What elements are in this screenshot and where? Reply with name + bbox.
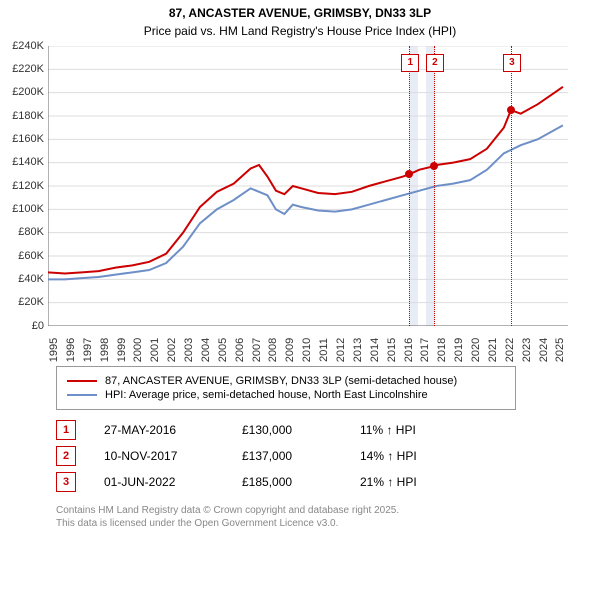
x-axis-tick: 2003 <box>183 337 195 361</box>
y-axis-tick: £120K <box>0 180 44 192</box>
sale-marker-line <box>409 46 410 326</box>
chart-area: 123£0£20K£40K£60K£80K£100K£120K£140K£160… <box>48 46 568 326</box>
chart-title-line2: Price paid vs. HM Land Registry's House … <box>0 24 600 38</box>
legend-row: HPI: Average price, semi-detached house,… <box>67 389 505 401</box>
sale-marker-dot <box>507 106 515 114</box>
x-axis-tick: 2020 <box>470 337 482 361</box>
x-axis-tick: 2018 <box>436 337 448 361</box>
x-axis-tick: 2021 <box>487 337 499 361</box>
x-axis-tick: 2014 <box>369 337 381 361</box>
y-axis-tick: £100K <box>0 203 44 215</box>
x-axis-tick: 2005 <box>217 337 229 361</box>
x-axis-tick: 2025 <box>554 337 566 361</box>
sale-marker-badge: 1 <box>401 54 419 72</box>
x-axis-tick: 2017 <box>419 337 431 361</box>
sale-marker-dot <box>405 170 413 178</box>
y-axis-tick: £0 <box>0 320 44 332</box>
x-axis-tick: 1995 <box>48 337 60 361</box>
x-axis-tick: 2012 <box>335 337 347 361</box>
x-axis-tick: 2016 <box>403 337 415 361</box>
sale-row-badge: 1 <box>56 420 76 440</box>
y-axis-tick: £200K <box>0 86 44 98</box>
sale-row-date: 10-NOV-2017 <box>104 449 214 463</box>
sale-row-price: £137,000 <box>242 449 332 463</box>
sale-row-pct: 14% ↑ HPI <box>360 449 480 463</box>
y-axis-tick: £80K <box>0 226 44 238</box>
sale-marker-line <box>434 46 435 326</box>
x-axis-tick: 2011 <box>318 338 330 362</box>
x-axis-tick: 2024 <box>538 337 550 361</box>
sale-row-price: £130,000 <box>242 423 332 437</box>
x-axis-tick: 2022 <box>504 337 516 361</box>
y-axis-tick: £220K <box>0 63 44 75</box>
x-axis-tick: 1997 <box>82 337 94 361</box>
x-axis-tick: 2015 <box>386 337 398 361</box>
legend-row: 87, ANCASTER AVENUE, GRIMSBY, DN33 3LP (… <box>67 375 505 387</box>
sale-marker-dot <box>430 162 438 170</box>
y-axis-tick: £160K <box>0 133 44 145</box>
x-axis-tick: 2001 <box>149 337 161 361</box>
x-axis-tick: 2006 <box>234 337 246 361</box>
y-axis-tick: £20K <box>0 296 44 308</box>
sale-row-date: 27-MAY-2016 <box>104 423 214 437</box>
x-axis-tick: 2002 <box>166 337 178 361</box>
chart-series-0 <box>48 86 563 273</box>
x-axis-tick: 1996 <box>65 337 77 361</box>
x-axis-tick: 2010 <box>301 337 313 361</box>
x-axis-tick: 2004 <box>200 337 212 361</box>
y-axis-tick: £60K <box>0 250 44 262</box>
footer-attribution: Contains HM Land Registry data © Crown c… <box>56 504 600 530</box>
x-axis-tick: 2008 <box>267 337 279 361</box>
x-axis-tick: 2007 <box>251 337 263 361</box>
sale-row: 3 01-JUN-2022 £185,000 21% ↑ HPI <box>56 472 600 492</box>
sale-row-pct: 11% ↑ HPI <box>360 423 480 437</box>
x-axis-tick: 2013 <box>352 337 364 361</box>
y-axis-tick: £40K <box>0 273 44 285</box>
sale-row-badge: 2 <box>56 446 76 466</box>
sale-row-date: 01-JUN-2022 <box>104 475 214 489</box>
x-axis-tick: 2000 <box>132 337 144 361</box>
x-axis-tick: 2023 <box>521 337 533 361</box>
sale-marker-badge: 3 <box>503 54 521 72</box>
legend-label: HPI: Average price, semi-detached house,… <box>105 389 428 401</box>
sale-marker-line <box>511 46 512 326</box>
sale-row-pct: 21% ↑ HPI <box>360 475 480 489</box>
x-axis-tick: 1999 <box>116 337 128 361</box>
x-axis-tick: 2019 <box>453 337 465 361</box>
legend-label: 87, ANCASTER AVENUE, GRIMSBY, DN33 3LP (… <box>105 375 457 387</box>
sale-row: 1 27-MAY-2016 £130,000 11% ↑ HPI <box>56 420 600 440</box>
sale-row-badge: 3 <box>56 472 76 492</box>
legend-swatch <box>67 380 97 382</box>
chart-svg <box>48 46 568 326</box>
x-axis-tick: 1998 <box>99 337 111 361</box>
y-axis-tick: £240K <box>0 40 44 52</box>
legend: 87, ANCASTER AVENUE, GRIMSBY, DN33 3LP (… <box>56 366 516 410</box>
legend-swatch <box>67 394 97 396</box>
chart-title-line1: 87, ANCASTER AVENUE, GRIMSBY, DN33 3LP <box>0 6 600 22</box>
y-axis-tick: £140K <box>0 156 44 168</box>
footer-line2: This data is licensed under the Open Gov… <box>56 517 600 530</box>
sale-row: 2 10-NOV-2017 £137,000 14% ↑ HPI <box>56 446 600 466</box>
sales-table: 1 27-MAY-2016 £130,000 11% ↑ HPI 2 10-NOV-201… <box>56 420 600 492</box>
sale-marker-badge: 2 <box>426 54 444 72</box>
y-axis-tick: £180K <box>0 110 44 122</box>
x-axis-tick: 2009 <box>284 337 296 361</box>
footer-line1: Contains HM Land Registry data © Crown c… <box>56 504 600 517</box>
sale-row-price: £185,000 <box>242 475 332 489</box>
